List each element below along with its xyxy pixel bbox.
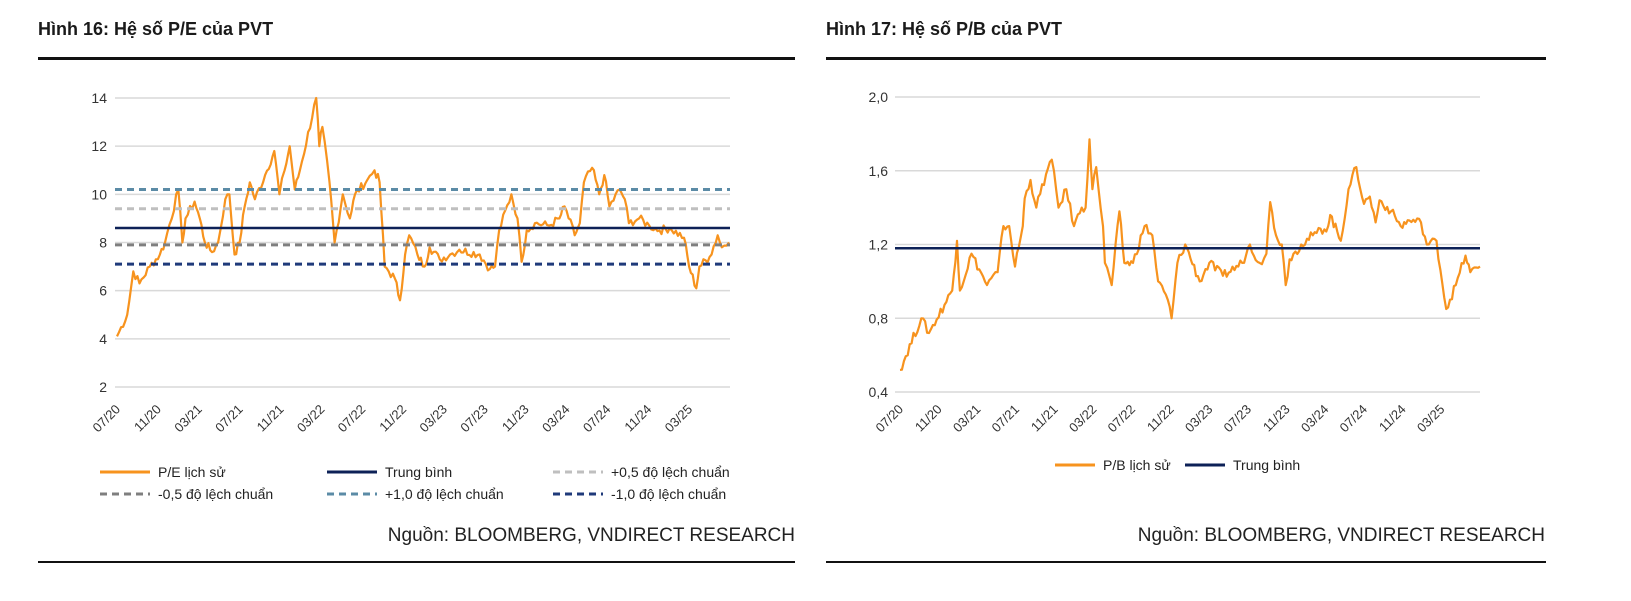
x-tick-label: 03/24 <box>1298 402 1332 436</box>
x-tick-label: 07/21 <box>212 402 246 436</box>
legend-label: +0,5 độ lệch chuẩn <box>611 464 730 480</box>
x-tick-label: 11/20 <box>131 402 164 435</box>
x-tick-label: 07/23 <box>1221 402 1255 436</box>
x-tick-label: 03/21 <box>950 402 984 436</box>
legend-label: P/B lịch sử <box>1103 457 1171 473</box>
y-tick-label: 12 <box>91 138 107 154</box>
title-rule-right <box>826 57 1546 60</box>
y-tick-label: 4 <box>99 331 107 347</box>
y-tick-label: 1,2 <box>869 237 889 253</box>
source-left: Nguồn: BLOOMBERG, VNDIRECT RESEARCH <box>387 525 795 546</box>
series-line-history <box>116 96 730 337</box>
x-tick-label: 11/20 <box>912 402 945 435</box>
x-tick-label: 11/23 <box>499 402 532 435</box>
source-right: Nguồn: BLOOMBERG, VNDIRECT RESEARCH <box>1137 525 1545 546</box>
series-line-history <box>899 138 1481 371</box>
x-tick-label: 07/21 <box>989 402 1023 436</box>
x-tick-label: 11/21 <box>1028 402 1061 435</box>
y-tick-label: 6 <box>99 283 107 299</box>
x-tick-label: 03/21 <box>171 402 205 436</box>
figure-17-title: Hình 17: Hệ số P/B của PVT <box>826 19 1063 39</box>
x-tick-label: 11/24 <box>1376 402 1409 435</box>
bottom-rule-left <box>38 561 795 563</box>
x-tick-label: 11/22 <box>1144 402 1177 435</box>
x-tick-label: 03/24 <box>539 402 573 436</box>
legend-label: P/E lịch sử <box>158 464 226 480</box>
title-rule-left <box>38 57 795 60</box>
x-tick-label: 03/25 <box>662 402 696 436</box>
x-tick-label: 11/21 <box>254 402 287 435</box>
legend-label: Trung bình <box>1233 457 1300 473</box>
x-tick-label: 03/23 <box>1182 402 1216 436</box>
y-tick-label: 1,6 <box>869 163 889 179</box>
x-tick-label: 03/23 <box>416 402 450 436</box>
legend-label: Trung bình <box>385 464 452 480</box>
y-tick-label: 0,4 <box>869 384 889 400</box>
x-tick-label: 11/24 <box>621 402 654 435</box>
bottom-rule-right <box>826 561 1546 563</box>
x-tick-label: 03/25 <box>1414 402 1448 436</box>
x-tick-label: 03/22 <box>1066 402 1100 436</box>
figure-16-title: Hình 16: Hệ số P/E của PVT <box>38 19 274 39</box>
y-tick-label: 14 <box>91 90 107 106</box>
x-tick-label: 07/20 <box>873 402 907 436</box>
x-tick-label: 07/22 <box>1105 402 1139 436</box>
y-tick-label: 2 <box>99 379 107 395</box>
legend-label: -0,5 độ lệch chuẩn <box>158 486 273 502</box>
legend-label: +1,0 độ lệch chuẩn <box>385 486 504 502</box>
y-tick-label: 10 <box>91 186 107 202</box>
y-tick-label: 8 <box>99 235 107 251</box>
x-tick-label: 11/23 <box>1260 402 1293 435</box>
x-tick-label: 11/22 <box>376 402 409 435</box>
x-tick-label: 07/23 <box>457 402 491 436</box>
x-tick-label: 03/22 <box>294 402 328 436</box>
x-tick-label: 07/22 <box>335 402 369 436</box>
legend-label: -1,0 độ lệch chuẩn <box>611 486 726 502</box>
x-tick-label: 07/24 <box>580 402 614 436</box>
y-tick-label: 0,8 <box>869 310 889 326</box>
y-tick-label: 2,0 <box>869 89 889 105</box>
x-tick-label: 07/20 <box>90 402 124 436</box>
x-tick-label: 07/24 <box>1337 402 1371 436</box>
